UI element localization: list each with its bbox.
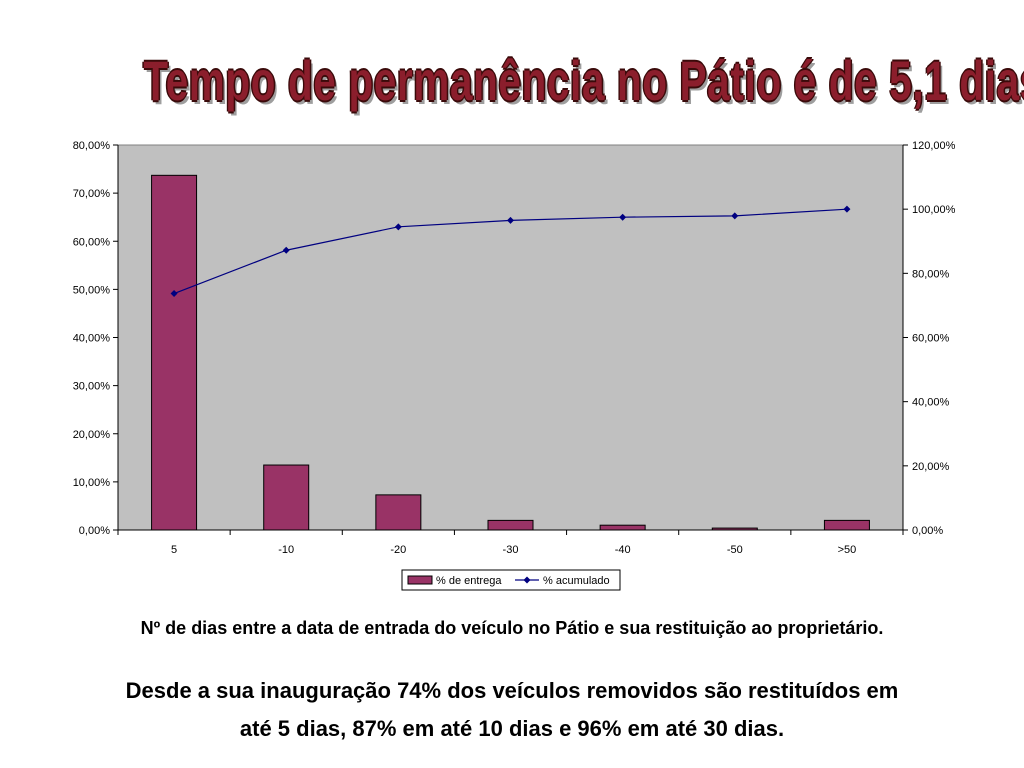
bar	[263, 464, 310, 531]
line-point	[394, 223, 402, 231]
summary-line-2: até 5 dias, 87% em até 10 dias e 96% em …	[239, 716, 785, 741]
right-tick-label: 40,00%	[912, 397, 950, 409]
bar	[711, 527, 758, 531]
line-point	[170, 290, 178, 298]
right-tick-label: 60,00%	[912, 333, 950, 345]
left-tick-label: 40,00%	[73, 333, 111, 345]
left-tick-label: 70,00%	[73, 188, 111, 200]
right-tick-label: 100,00%	[912, 204, 956, 216]
bar	[599, 524, 646, 531]
x-tick-label: -10	[278, 544, 294, 556]
right-tick-label: 20,00%	[912, 461, 950, 473]
legend-box	[401, 569, 621, 591]
right-tick-label: 80,00%	[912, 268, 950, 280]
left-tick-label: 0,00%	[79, 525, 110, 537]
summary-text: Desde a sua inauguração 74% dos veículos…	[0, 672, 1024, 748]
left-tick-label: 20,00%	[73, 429, 111, 441]
x-tick-label: 5	[171, 544, 177, 556]
left-tick-label: 10,00%	[73, 477, 111, 489]
x-tick-label: -40	[615, 544, 631, 556]
legend-line-marker	[523, 576, 531, 584]
legend-label-line: % acumulado	[543, 575, 610, 587]
x-tick-label: -50	[727, 544, 743, 556]
left-tick-label: 30,00%	[73, 381, 111, 393]
left-tick-label: 50,00%	[73, 284, 111, 296]
pareto-chart: 0,00%10,00%20,00%30,00%40,00%50,00%60,00…	[73, 140, 956, 591]
legend-bar-swatch	[407, 575, 433, 585]
line-point	[282, 246, 290, 254]
line-point	[731, 212, 739, 220]
legend-label-bar: % de entrega	[436, 575, 502, 587]
page-title: Tempo de permanência no Pátio é de 5,1 d…	[143, 49, 1024, 112]
line-point	[619, 213, 627, 221]
chart-caption: Nº de dias entre a data de entrada do ve…	[140, 618, 884, 638]
summary-line-1: Desde a sua inauguração 74% dos veículos…	[125, 678, 899, 703]
bar	[487, 519, 534, 531]
right-tick-label: 120,00%	[912, 140, 956, 152]
bar	[823, 519, 870, 531]
x-tick-label: >50	[838, 544, 857, 556]
bar	[375, 494, 422, 531]
x-tick-label: -30	[503, 544, 519, 556]
left-tick-label: 60,00%	[73, 236, 111, 248]
right-tick-label: 0,00%	[912, 525, 943, 537]
line-point	[507, 216, 514, 224]
chart-legend: % de entrega % acumulado	[401, 569, 621, 591]
x-tick-label: -20	[390, 544, 406, 556]
left-tick-label: 80,00%	[73, 140, 111, 152]
plot-area	[117, 144, 904, 531]
line-point	[843, 205, 851, 213]
bar	[151, 174, 198, 531]
